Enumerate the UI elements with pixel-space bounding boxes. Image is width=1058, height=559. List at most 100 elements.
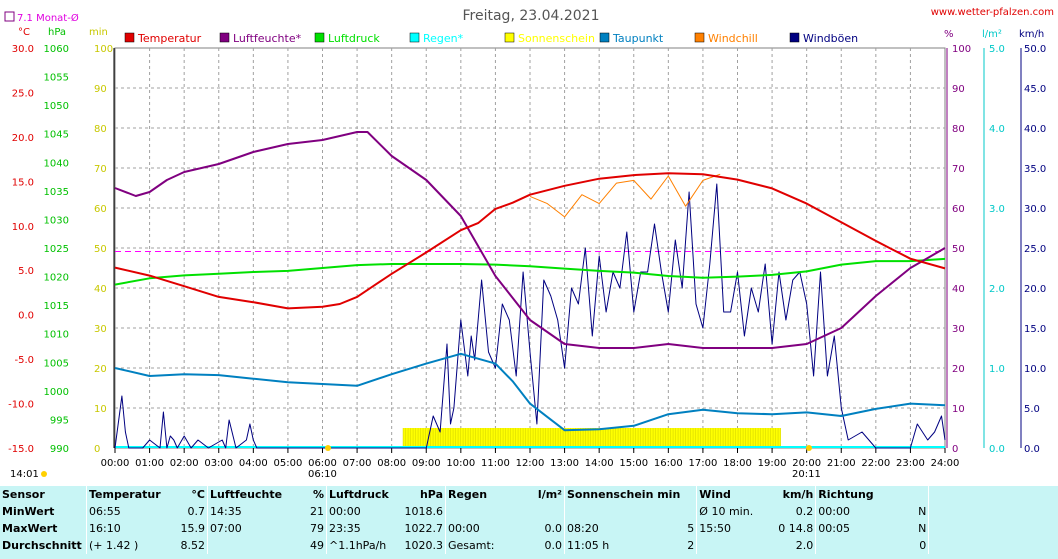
hdr-wind: Wind	[696, 486, 772, 503]
axes: 00:00 01:00 02:00 03:00 04:00 05:00 06:00 07:00…	[8, 44, 1046, 469]
hdr-direction-val	[890, 486, 929, 503]
y-tick-rain: 2.0	[989, 284, 1005, 295]
hdr-rain-unit: l/m²	[537, 488, 562, 501]
row-label: MinWert	[2, 505, 55, 518]
y-tick-kmh: 20.0	[1024, 284, 1046, 295]
cell: 0.0	[544, 522, 563, 535]
sun-icon-sunset	[806, 445, 812, 451]
legend-swatch	[789, 32, 800, 43]
legend-swatch	[124, 32, 135, 43]
cell: 16:10	[86, 520, 171, 537]
series-sunshine-bar	[403, 428, 781, 448]
cell: 00:00	[445, 520, 520, 537]
y-tick-kmh: 50.0	[1024, 44, 1046, 55]
cell: 5	[687, 522, 695, 535]
left-time-label: 14:01	[10, 469, 39, 480]
y-tick-pct: 80	[952, 124, 965, 135]
y-tick-rain: 1.0	[989, 364, 1005, 375]
y-tick-hpa: 1000	[44, 387, 69, 398]
y-tick-hpa: 1060	[44, 44, 69, 55]
legend-label: Regen*	[423, 32, 464, 45]
y-tick-kmh: 5.0	[1024, 404, 1040, 415]
cell	[682, 503, 697, 520]
legend-swatch	[694, 32, 705, 43]
cell	[564, 503, 683, 520]
x-tick-label: 03:00	[204, 458, 233, 469]
series-windböen	[114, 183, 946, 449]
hdr-temp: Temperatur	[86, 486, 171, 503]
cell: 0 14.8	[778, 522, 814, 535]
grid	[114, 47, 946, 449]
x-tick-label: 14:00	[585, 458, 614, 469]
stats-row-min: MinWert 06:55 0.7 14:35 21 00:00 1018.6 …	[0, 503, 1054, 520]
y-tick-hpa: 1005	[44, 358, 69, 369]
y-tick-kmh: 35.0	[1024, 164, 1046, 175]
cell: Gesamt:	[445, 537, 520, 554]
stats-spacer	[928, 537, 1054, 554]
avg-icon	[4, 11, 15, 22]
cell: 15.9	[180, 522, 206, 535]
x-tick-label: 08:00	[377, 458, 406, 469]
cell	[815, 537, 891, 554]
sunrise-label: 06:10	[308, 469, 337, 480]
y-tick-hpa: 1055	[44, 73, 69, 84]
stats-panel: Sensor Temperatur °C Luftfeuchte % Luftd…	[0, 486, 1058, 559]
y-tick-temp: -5.0	[14, 355, 34, 366]
y-tick-hpa: 1040	[44, 158, 69, 169]
legend-label: Sonnenschein	[518, 32, 595, 45]
cell: 14:35	[207, 503, 292, 520]
y-tick-min: 40	[94, 284, 107, 295]
unit-temp: °C	[18, 27, 30, 38]
legend: Temperatur Luftfeuchte* Luftdruck Regen* Son…	[124, 32, 858, 45]
legend-swatch	[219, 32, 230, 43]
x-tick-label: 21:00	[827, 458, 856, 469]
y-tick-temp: 0.0	[18, 311, 34, 322]
x-tick-label: 07:00	[343, 458, 372, 469]
x-tick-label: 01:00	[135, 458, 164, 469]
x-tick-label: 05:00	[274, 458, 303, 469]
x-tick-label: 20:00	[792, 458, 821, 469]
cell	[445, 503, 520, 520]
cell: ^1.1hPa/h	[326, 537, 401, 554]
y-tick-temp: 25.0	[12, 88, 34, 99]
cell: 49	[310, 539, 324, 552]
cell: 8.52	[180, 539, 206, 552]
y-tick-kmh: 45.0	[1024, 84, 1046, 95]
cell: 0.7	[187, 505, 206, 518]
stats-table: Sensor Temperatur °C Luftfeuchte % Luftd…	[0, 486, 1054, 554]
y-tick-min: 20	[94, 364, 107, 375]
series-layer	[114, 131, 946, 449]
y-tick-min: 50	[94, 244, 107, 255]
y-tick-hpa: 1045	[44, 130, 69, 141]
y-tick-temp: 30.0	[12, 44, 34, 55]
cell: 0	[919, 539, 927, 552]
hdr-sunshine-val	[682, 486, 697, 503]
legend-swatch	[314, 32, 325, 43]
stats-spacer	[928, 520, 1054, 537]
unit-pct: %	[944, 29, 954, 40]
x-tick-label: 10:00	[446, 458, 475, 469]
chart-title: Freitag, 23.04.2021	[463, 8, 600, 24]
cell: (+ 1.42 )	[86, 537, 171, 554]
y-tick-min: 100	[94, 44, 113, 55]
x-tick-label: 04:00	[239, 458, 268, 469]
x-tick-label: 13:00	[550, 458, 579, 469]
y-tick-pct: 50	[952, 244, 965, 255]
series-luftfeuchte	[114, 131, 946, 349]
x-tick-label: 02:00	[170, 458, 199, 469]
stats-header-row: Sensor Temperatur °C Luftfeuchte % Luftd…	[0, 486, 1054, 503]
y-tick-kmh: 10.0	[1024, 364, 1046, 375]
x-tick-label: 18:00	[723, 458, 752, 469]
site-link[interactable]: www.wetter-pfalzen.com	[931, 7, 1054, 18]
y-tick-pct: 30	[952, 324, 965, 335]
cell: 06:55	[86, 503, 171, 520]
monthly-avg-label: 7.1 Monat-Ø	[17, 12, 79, 24]
legend-label: Luftdruck	[328, 32, 380, 45]
hdr-sensor: Sensor	[2, 488, 45, 501]
y-tick-temp: 20.0	[12, 133, 34, 144]
y-tick-kmh: 15.0	[1024, 324, 1046, 335]
series-luftdruck	[114, 257, 946, 286]
x-tick-label: 11:00	[481, 458, 510, 469]
cell: Ø 10 min.	[696, 503, 772, 520]
